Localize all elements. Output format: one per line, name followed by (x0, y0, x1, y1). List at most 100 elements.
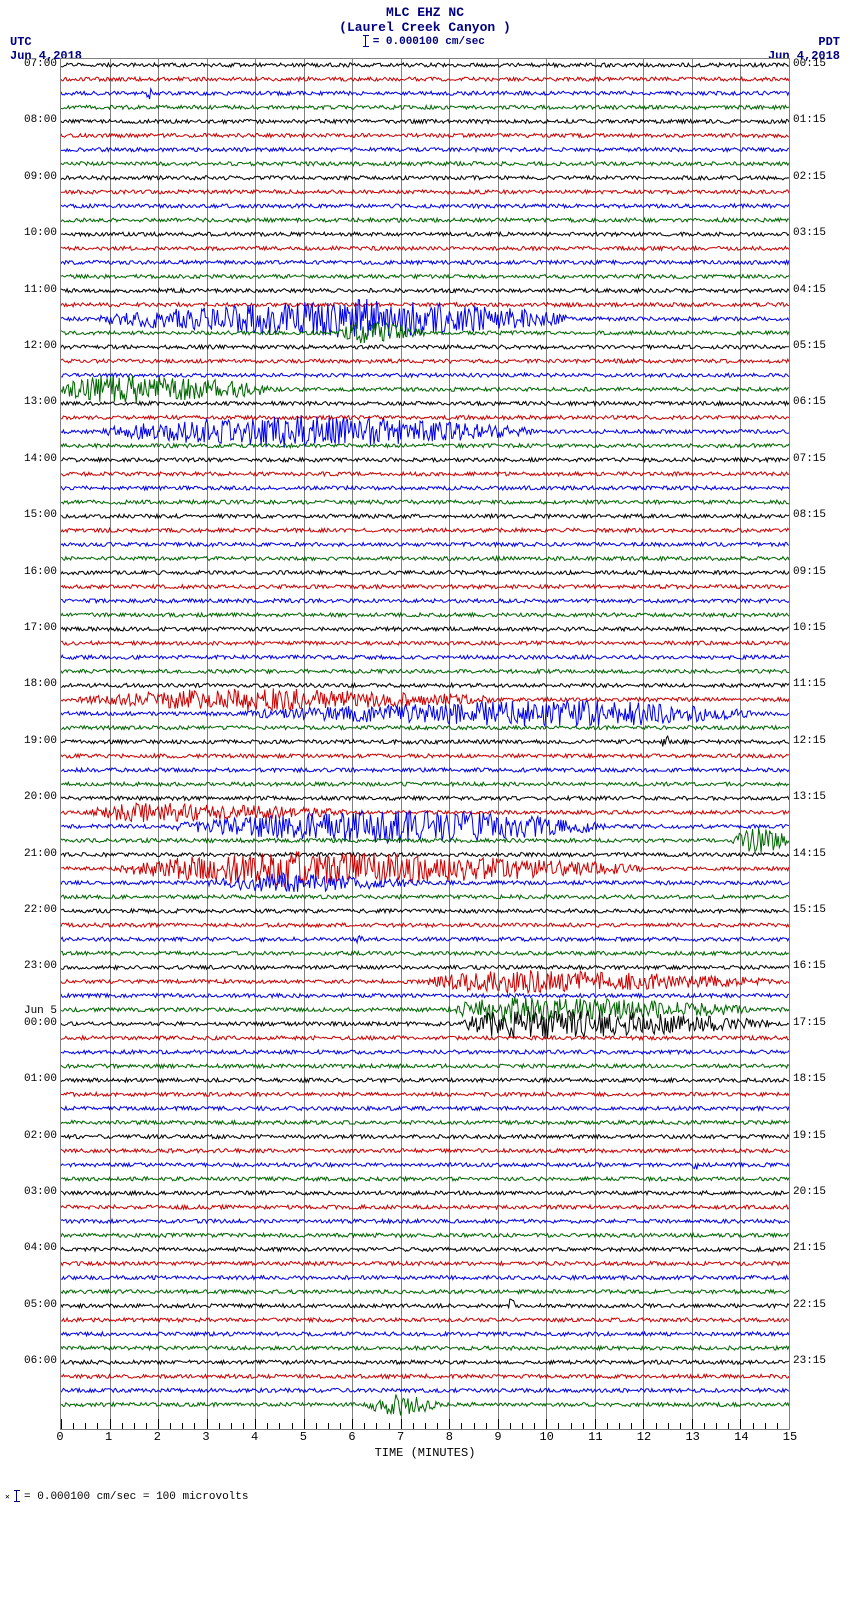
seismic-trace (61, 444, 789, 448)
seismic-trace (61, 754, 789, 758)
seismic-trace (61, 1276, 789, 1280)
utc-hour-label: 14:00 (24, 453, 57, 465)
seismic-trace (61, 1010, 789, 1039)
timezone-left: UTC (10, 35, 32, 49)
seismic-trace (61, 119, 789, 123)
x-tick-label: 1 (105, 1430, 112, 1444)
seismic-trace (61, 669, 789, 673)
seismic-trace (61, 1050, 789, 1054)
local-hour-label: 21:15 (793, 1242, 826, 1254)
seismic-trace (61, 322, 789, 343)
seismic-trace (61, 1163, 789, 1170)
x-tick-label: 13 (685, 1430, 699, 1444)
seismic-trace (61, 375, 789, 403)
seismic-trace (61, 688, 789, 711)
seismic-trace (61, 936, 789, 943)
x-tick-label: 15 (783, 1430, 797, 1444)
seismic-trace (61, 1036, 789, 1040)
seismic-trace (61, 627, 789, 631)
footer-scale: ✕ = 0.000100 cm/sec = 100 microvolts (5, 1490, 845, 1503)
local-hour-label: 04:15 (793, 284, 826, 296)
seismic-trace (61, 1374, 789, 1378)
x-tick-label: 3 (202, 1430, 209, 1444)
seismic-trace (61, 274, 789, 278)
utc-hour-label: 11:00 (24, 284, 57, 296)
seismic-trace (61, 1394, 789, 1415)
local-hour-label: 23:15 (793, 1355, 826, 1367)
seismic-trace (61, 162, 789, 166)
seismic-trace (61, 1064, 789, 1068)
seismic-trace (61, 345, 789, 349)
x-axis-title: TIME (MINUTES) (5, 1446, 845, 1460)
local-hour-label: 09:15 (793, 566, 826, 578)
utc-hour-label: 03:00 (24, 1186, 57, 1198)
utc-hour-label: 02:00 (24, 1130, 57, 1142)
seismic-trace (61, 951, 789, 955)
seismic-trace (61, 1247, 789, 1251)
x-tick-label: 11 (588, 1430, 602, 1444)
local-hour-label: 18:15 (793, 1073, 826, 1085)
x-tick-label: 12 (637, 1430, 651, 1444)
utc-hour-label: 04:00 (24, 1242, 57, 1254)
seismic-trace (61, 1233, 789, 1237)
x-axis-labels: 0123456789101112131415 (60, 1430, 790, 1446)
seismic-trace (61, 260, 789, 264)
utc-hour-label: 09:00 (24, 171, 57, 183)
seismic-trace (61, 401, 789, 405)
seismic-trace (61, 148, 789, 152)
seismic-trace (61, 190, 789, 194)
seismogram-container: MLC EHZ NC (Laurel Creek Canyon ) = 0.00… (5, 5, 845, 1503)
seismic-trace (61, 289, 789, 293)
seismic-trace (61, 873, 789, 892)
local-hour-label: 02:15 (793, 171, 826, 183)
utc-hour-label: 18:00 (24, 678, 57, 690)
utc-hour-label: 15:00 (24, 509, 57, 521)
utc-hour-label: 19:00 (24, 735, 57, 747)
seismic-trace (61, 500, 789, 504)
utc-hour-label: 21:00 (24, 848, 57, 860)
utc-hour-label: 22:00 (24, 904, 57, 916)
seismic-trace (61, 415, 789, 448)
station-location: (Laurel Creek Canyon ) (5, 20, 845, 35)
local-hour-label: 14:15 (793, 848, 826, 860)
seismic-trace (61, 1078, 789, 1082)
seismic-trace (61, 923, 789, 927)
utc-hour-label: 12:00 (24, 340, 57, 352)
local-hour-label: 11:15 (793, 678, 826, 690)
local-hour-label: 16:15 (793, 960, 826, 972)
date-marker: Jun 5 (24, 1005, 57, 1017)
seismic-trace (61, 965, 789, 969)
scale-bar-icon (16, 1490, 17, 1502)
seismic-trace (61, 415, 789, 419)
local-hour-label: 07:15 (793, 453, 826, 465)
seismic-trace (61, 1120, 789, 1124)
seismic-trace (61, 683, 789, 687)
seismic-trace (61, 1205, 789, 1209)
seismic-trace (61, 1135, 789, 1139)
seismic-trace (61, 1318, 789, 1322)
footer-scale-text: = 0.000100 cm/sec = 100 microvolts (24, 1491, 248, 1503)
utc-hour-label: 17:00 (24, 622, 57, 634)
seismic-trace (61, 1149, 789, 1153)
local-hour-label: 03:15 (793, 227, 826, 239)
seismic-trace (61, 486, 789, 490)
x-tick-label: 2 (154, 1430, 161, 1444)
seismic-trace (61, 1106, 789, 1110)
local-hour-label: 08:15 (793, 509, 826, 521)
utc-hour-label: 05:00 (24, 1299, 57, 1311)
seismic-trace (61, 1388, 789, 1392)
seismic-trace (61, 613, 789, 617)
local-hour-label: 10:15 (793, 622, 826, 634)
seismic-trace (61, 514, 789, 518)
seismic-trace (61, 768, 789, 772)
scale-bar-icon (365, 35, 366, 47)
local-hour-label: 12:15 (793, 735, 826, 747)
seismic-trace (61, 1332, 789, 1336)
seismic-trace (61, 105, 789, 109)
seismic-trace (61, 556, 789, 560)
utc-hour-label: 23:00 (24, 960, 57, 972)
seismic-trace (61, 571, 789, 575)
x-tick-label: 9 (494, 1430, 501, 1444)
seismic-trace (61, 853, 789, 857)
seismic-trace (61, 994, 789, 998)
